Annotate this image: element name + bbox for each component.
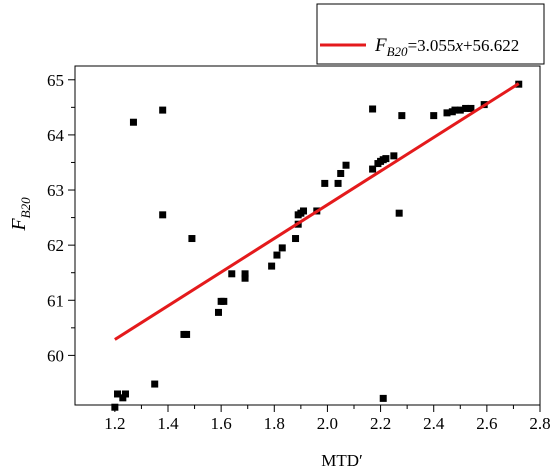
data-point [379, 394, 387, 402]
data-point [241, 274, 249, 282]
y-axis-ticks: 60 61 62 63 64 65 [47, 71, 75, 365]
data-point [321, 179, 329, 187]
data-point [462, 104, 470, 112]
data-point [443, 109, 451, 117]
fit-line-group [114, 82, 520, 341]
data-point [119, 394, 127, 402]
y-axis-title-sub: B20 [18, 197, 33, 218]
data-point [430, 112, 438, 120]
legend-var: x [454, 36, 463, 55]
data-point [292, 235, 300, 243]
y-tick-label: 64 [47, 126, 65, 145]
data-point [334, 179, 342, 187]
x-tick-label: 2.4 [423, 414, 445, 433]
y-axis-title: FB20 [8, 197, 33, 232]
y-tick-label: 63 [47, 181, 64, 200]
data-points [111, 80, 523, 411]
data-point [467, 104, 475, 112]
data-point [121, 390, 129, 398]
x-tick-label: 2.0 [317, 414, 338, 433]
legend: FB20=3.055x+56.622 [316, 3, 545, 65]
x-axis-title: MTD′ [321, 451, 363, 470]
data-point [241, 270, 249, 278]
data-point [129, 118, 137, 126]
x-tick-label: 1.6 [211, 414, 232, 433]
legend-sub: B20 [387, 44, 408, 59]
x-tick-label: 1.2 [104, 414, 125, 433]
data-point [273, 251, 281, 259]
data-point [183, 330, 191, 338]
data-point [382, 155, 390, 163]
data-point [228, 270, 236, 278]
data-point [369, 105, 377, 113]
fit-line [114, 82, 520, 341]
data-point [300, 207, 308, 215]
data-point [111, 403, 119, 411]
x-tick-label: 2.6 [476, 414, 497, 433]
data-point [398, 112, 406, 120]
data-point [159, 211, 167, 219]
plot-frame [74, 65, 541, 406]
legend-rest: =3.055 [408, 36, 456, 55]
legend-sym: F [374, 35, 387, 56]
data-point [278, 244, 286, 252]
data-point [369, 165, 377, 173]
x-tick-label: 1.4 [157, 414, 179, 433]
data-point [159, 106, 167, 114]
legend-box [316, 3, 545, 65]
data-point [268, 262, 276, 270]
x-tick-label: 2.8 [529, 414, 550, 433]
y-axis-title-main: F [8, 218, 30, 232]
data-point [451, 106, 459, 114]
data-point [337, 169, 345, 177]
data-point [151, 380, 159, 388]
x-tick-label: 1.8 [264, 414, 285, 433]
data-point [390, 152, 398, 160]
data-point [214, 308, 222, 316]
data-point [114, 390, 122, 398]
data-point [456, 106, 464, 114]
y-tick-label: 65 [47, 71, 64, 90]
y-tick-label: 60 [47, 346, 64, 365]
legend-tail: +56.622 [463, 36, 519, 55]
x-axis-ticks: 1.2 1.4 1.6 1.8 2.0 2.2 2.4 2.6 2.8 [104, 405, 550, 433]
data-point [220, 297, 228, 305]
y-tick-label: 62 [47, 236, 64, 255]
x-tick-label: 2.2 [370, 414, 391, 433]
data-point [395, 209, 403, 217]
data-point [188, 235, 196, 243]
y-tick-label: 61 [47, 291, 64, 310]
plot-border [74, 65, 541, 406]
legend-label: FB20=3.055x+56.622 [374, 35, 519, 59]
data-point [342, 161, 350, 169]
